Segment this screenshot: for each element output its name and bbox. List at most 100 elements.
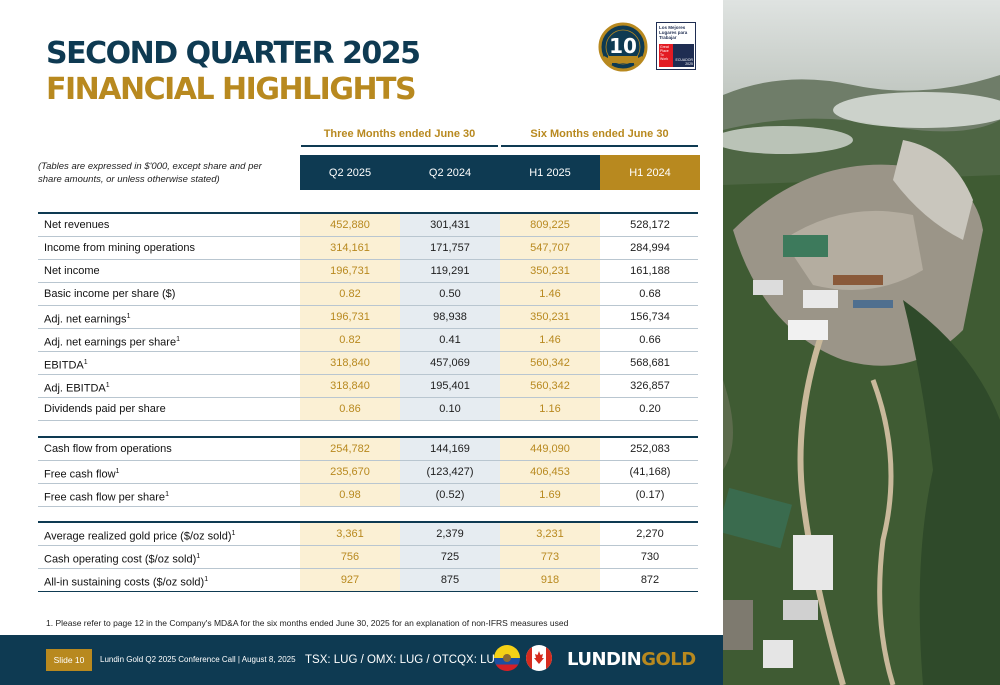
row-label: Basic income per share ($) — [44, 283, 175, 305]
row-label-text: Basic income per share ($) — [44, 287, 176, 300]
anniversary-number: 10 — [609, 34, 637, 58]
table-cell: 144,169 — [400, 437, 500, 460]
row-label: Average realized gold price ($/oz sold)1 — [44, 523, 235, 545]
row-label-text: Cash operating cost ($/oz sold) — [44, 553, 197, 566]
section-divider — [38, 436, 698, 438]
row-label-text: EBITDA — [44, 359, 84, 372]
table-cell: (41,168) — [600, 460, 700, 483]
table-cell: 0.50 — [400, 282, 500, 305]
group-header-six-months: Six Months ended June 30 — [530, 128, 669, 140]
slide-number: Slide 10 — [46, 649, 92, 671]
table-row: Dividends paid per share 0.86 0.10 1.16 0.20 — [38, 397, 700, 421]
table-cell: 254,782 — [300, 437, 400, 460]
row-label: Adj. EBITDA1 — [44, 375, 110, 397]
table-cell: 452,880 — [300, 213, 400, 236]
table-cell: 0.20 — [600, 397, 700, 420]
section-divider — [38, 212, 698, 214]
page-title-line2: FINANCIAL HIGHLIGHTS — [46, 72, 417, 107]
row-label-text: Adj. net earnings — [44, 313, 127, 326]
table-cell: 156,734 — [600, 305, 700, 328]
table-cell: 196,731 — [300, 259, 400, 282]
row-label: All-in sustaining costs ($/oz sold)1 — [44, 569, 208, 591]
group-underline-three-months — [301, 145, 498, 147]
footnote-marker: 1 — [196, 552, 201, 560]
column-header-q2-2024: Q2 2024 — [400, 155, 500, 190]
gptw-blue-block: ECUADOR 2025 — [673, 44, 694, 67]
row-label: Free cash flow1 — [44, 461, 119, 483]
lundin-gold-logo: LUNDINGOLD — [567, 648, 696, 672]
table-row: Net income 196,731 119,291 350,231 161,188 — [38, 259, 700, 283]
table-cell: 2,379 — [400, 522, 500, 545]
table-row: Basic income per share ($) 0.82 0.50 1.46 0.… — [38, 282, 700, 306]
footnote-marker: 1 — [126, 312, 131, 320]
table-row: Cash operating cost ($/oz sold)1 756 725 77… — [38, 545, 700, 569]
row-label-text: Free cash flow per share — [44, 491, 166, 504]
gptw-heading: Los Mejores Lugares para Trabajar — [659, 25, 688, 40]
table-cell: 2,270 — [600, 522, 700, 545]
table-cell: 918 — [500, 568, 600, 591]
table-cell: 528,172 — [600, 213, 700, 236]
row-label-text: Cash flow from operations — [44, 442, 172, 455]
table-cell: 3,231 — [500, 522, 600, 545]
table-row: Adj. net earnings per share1 0.82 0.41 1.46… — [38, 328, 700, 352]
table-row: Income from mining operations 314,161 171,… — [38, 236, 700, 260]
row-label: Dividends paid per share — [44, 398, 166, 420]
table-cell: 547,707 — [500, 236, 600, 259]
table-cell: 0.82 — [300, 282, 400, 305]
row-label-text: Average realized gold price ($/oz sold) — [44, 530, 232, 543]
row-label: Adj. net earnings per share1 — [44, 329, 180, 351]
table-cell: 350,231 — [500, 305, 600, 328]
table-cell: 314,161 — [300, 236, 400, 259]
table-row: Net revenues 452,880 301,431 809,225 528,172 — [38, 213, 700, 237]
row-label: Cash flow from operations — [44, 438, 172, 460]
anniversary-badge-icon: 10 — [598, 22, 648, 72]
table-cell: 809,225 — [500, 213, 600, 236]
table-bottom-border — [38, 590, 698, 592]
table-cell: 350,231 — [500, 259, 600, 282]
row-label: Net revenues — [44, 214, 109, 236]
table-cell: (0.52) — [400, 483, 500, 506]
gptw-badge: Los Mejores Lugares para Trabajar Great … — [656, 22, 696, 70]
table-cell: 252,083 — [600, 437, 700, 460]
column-header-h1-2024: H1 2024 — [600, 155, 700, 190]
table-cell: 756 — [300, 545, 400, 568]
table-cell: 1.69 — [500, 483, 600, 506]
table-row: Cash flow from operations 254,782 144,169 4… — [38, 437, 700, 461]
table-cell: 0.82 — [300, 328, 400, 351]
table-cell: 0.10 — [400, 397, 500, 420]
table-row: Average realized gold price ($/oz sold)1… — [38, 522, 700, 546]
table-cell: 0.41 — [400, 328, 500, 351]
footer-bar — [0, 635, 723, 685]
table-cell: 119,291 — [400, 259, 500, 282]
units-note: (Tables are expressed in $'000, except s… — [38, 161, 262, 185]
column-header-h1-2025: H1 2025 — [500, 155, 600, 190]
table-cell: 449,090 — [500, 437, 600, 460]
table-cell: 730 — [600, 545, 700, 568]
aerial-mine-photo — [723, 0, 1000, 685]
table-row: Free cash flow1 235,670 (123,427) 406,453 (4… — [38, 460, 700, 484]
group-underline-six-months — [501, 145, 698, 147]
table-cell: 98,938 — [400, 305, 500, 328]
row-label: Adj. net earnings1 — [44, 306, 130, 328]
table-cell: 284,994 — [600, 236, 700, 259]
table-cell: 457,069 — [400, 351, 500, 374]
table-row: EBITDA1 318,840 457,069 560,342 568,681 — [38, 351, 700, 375]
logo-part-lundin: LUNDIN — [567, 649, 642, 670]
row-label-text: All-in sustaining costs ($/oz sold) — [44, 576, 205, 589]
logo-part-gold: GOLD — [641, 649, 696, 670]
table-cell: 568,681 — [600, 351, 700, 374]
row-label-text: Income from mining operations — [44, 241, 196, 254]
table-row: All-in sustaining costs ($/oz sold)1 927 8… — [38, 568, 700, 592]
event-label: Lundin Gold Q2 2025 Conference Call | Au… — [100, 655, 296, 664]
table-cell: 875 — [400, 568, 500, 591]
table-cell: 872 — [600, 568, 700, 591]
row-label: Free cash flow per share1 — [44, 484, 169, 506]
footnote-marker: 1 — [176, 335, 180, 343]
table-cell: 773 — [500, 545, 600, 568]
footnote-marker: 1 — [115, 467, 120, 475]
table-cell: 560,342 — [500, 374, 600, 397]
table-cell: 725 — [400, 545, 500, 568]
row-label-text: Net revenues — [44, 218, 110, 231]
table-cell: 0.66 — [600, 328, 700, 351]
table-cell: 235,670 — [300, 460, 400, 483]
